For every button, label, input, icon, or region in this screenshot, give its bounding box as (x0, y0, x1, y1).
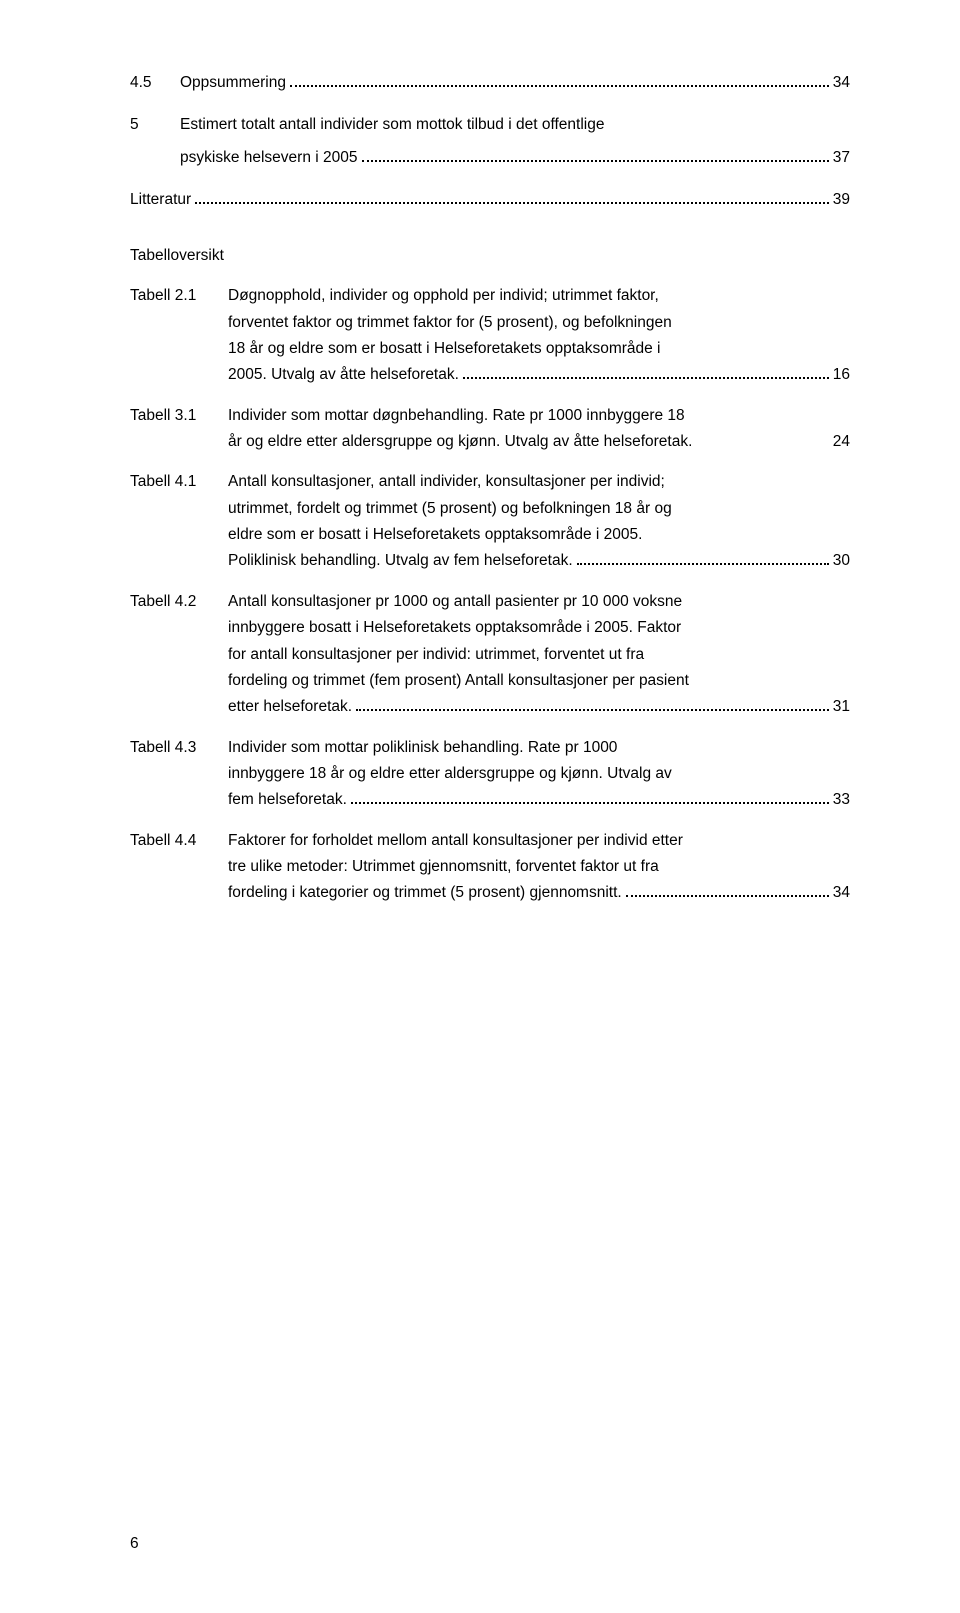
toc-dots (463, 377, 829, 379)
toc-text: Estimert totalt antall individer som mot… (180, 112, 604, 138)
table-line: Faktorer for forholdet mellom antall kon… (228, 828, 850, 854)
toc-entry-cont: psykiske helsevern i 2005 37 (130, 145, 850, 171)
toc-dots (577, 563, 829, 565)
table-last-line: fem helseforetak. 33 (228, 787, 850, 813)
table-row: Tabell 4.3Individer som mottar poliklini… (130, 735, 850, 814)
toc-entry: 5 Estimert totalt antall individer som m… (130, 112, 850, 138)
toc-section: 4.5 Oppsummering 34 5 Estimert totalt an… (130, 70, 850, 213)
table-line: Døgnopphold, individer og opphold per in… (228, 283, 850, 309)
table-entry: Tabell 4.3Individer som mottar poliklini… (130, 735, 850, 814)
table-row: Tabell 2.1Døgnopphold, individer og opph… (130, 283, 850, 388)
table-line: tre ulike metoder: Utrimmet gjennomsnitt… (228, 854, 850, 880)
table-line: Individer som mottar poliklinisk behandl… (228, 735, 850, 761)
table-body: Faktorer for forholdet mellom antall kon… (228, 828, 850, 907)
toc-text: psykiske helsevern i 2005 (180, 145, 358, 171)
toc-dots (351, 802, 829, 804)
table-entry: Tabell 3.1Individer som mottar døgnbehan… (130, 403, 850, 456)
table-line: Antall konsultasjoner, antall individer,… (228, 469, 850, 495)
table-list: Tabell 2.1Døgnopphold, individer og opph… (130, 283, 850, 906)
table-label: Tabell 3.1 (130, 403, 228, 429)
table-last-text: fordeling i kategorier og trimmet (5 pro… (228, 880, 622, 906)
table-body: Antall konsultasjoner, antall individer,… (228, 469, 850, 574)
table-row: Tabell 3.1Individer som mottar døgnbehan… (130, 403, 850, 456)
table-line: fordeling og trimmet (fem prosent) Antal… (228, 668, 850, 694)
table-page: 33 (833, 787, 850, 813)
table-last-text: Poliklinisk behandling. Utvalg av fem he… (228, 548, 573, 574)
tables-heading: Tabelloversikt (130, 247, 850, 265)
table-page: 30 (833, 548, 850, 574)
toc-page: 37 (833, 145, 850, 171)
table-body: Individer som mottar døgnbehandling. Rat… (228, 403, 850, 456)
table-last-text: 2005. Utvalg av åtte helseforetak. (228, 362, 459, 388)
table-line: 18 år og eldre som er bosatt i Helsefore… (228, 336, 850, 362)
table-line: Individer som mottar døgnbehandling. Rat… (228, 403, 850, 429)
table-last-line: etter helseforetak. 31 (228, 694, 850, 720)
table-label: Tabell 4.4 (130, 828, 228, 854)
table-row: Tabell 4.1Antall konsultasjoner, antall … (130, 469, 850, 574)
table-last-line: 2005. Utvalg av åtte helseforetak. 16 (228, 362, 850, 388)
toc-dots (626, 895, 829, 897)
table-last-text: år og eldre etter aldersgruppe og kjønn.… (228, 429, 692, 455)
toc-dots (356, 709, 829, 711)
toc-entry: 4.5 Oppsummering 34 (130, 70, 850, 96)
table-entry: Tabell 4.4Faktorer for forholdet mellom … (130, 828, 850, 907)
table-label: Tabell 4.1 (130, 469, 228, 495)
table-last-line: Poliklinisk behandling. Utvalg av fem he… (228, 548, 850, 574)
table-entry: Tabell 2.1Døgnopphold, individer og opph… (130, 283, 850, 388)
table-label: Tabell 4.3 (130, 735, 228, 761)
table-label: Tabell 4.2 (130, 589, 228, 615)
table-last-line: år og eldre etter aldersgruppe og kjønn.… (228, 429, 850, 455)
toc-entry: Litteratur 39 (130, 187, 850, 213)
table-entry: Tabell 4.1Antall konsultasjoner, antall … (130, 469, 850, 574)
toc-dots (290, 85, 829, 87)
toc-dots (362, 160, 829, 162)
toc-page: 34 (833, 70, 850, 96)
table-entry: Tabell 4.2Antall konsultasjoner pr 1000 … (130, 589, 850, 721)
table-last-line: fordeling i kategorier og trimmet (5 pro… (228, 880, 850, 906)
table-label: Tabell 2.1 (130, 283, 228, 309)
table-line: innbyggere 18 år og eldre etter aldersgr… (228, 761, 850, 787)
page-number: 6 (130, 1535, 139, 1553)
table-page: 34 (833, 880, 850, 906)
table-body: Døgnopphold, individer og opphold per in… (228, 283, 850, 388)
table-last-text: etter helseforetak. (228, 694, 352, 720)
table-line: utrimmet, fordelt og trimmet (5 prosent)… (228, 496, 850, 522)
table-row: Tabell 4.2Antall konsultasjoner pr 1000 … (130, 589, 850, 721)
toc-page: 39 (833, 187, 850, 213)
table-page: 16 (833, 362, 850, 388)
table-page: 24 (833, 429, 850, 455)
table-line: innbyggere bosatt i Helseforetakets oppt… (228, 615, 850, 641)
toc-text: Oppsummering (180, 70, 286, 96)
table-line: for antall konsultasjoner per individ: u… (228, 642, 850, 668)
toc-number: 5 (130, 112, 180, 138)
toc-dots (195, 202, 829, 204)
table-line: eldre som er bosatt i Helseforetakets op… (228, 522, 850, 548)
table-body: Antall konsultasjoner pr 1000 og antall … (228, 589, 850, 721)
table-line: Antall konsultasjoner pr 1000 og antall … (228, 589, 850, 615)
table-line: forventet faktor og trimmet faktor for (… (228, 310, 850, 336)
table-body: Individer som mottar poliklinisk behandl… (228, 735, 850, 814)
table-last-text: fem helseforetak. (228, 787, 347, 813)
toc-number: 4.5 (130, 70, 180, 96)
document-page: 4.5 Oppsummering 34 5 Estimert totalt an… (0, 0, 960, 1613)
table-row: Tabell 4.4Faktorer for forholdet mellom … (130, 828, 850, 907)
toc-text: Litteratur (130, 187, 191, 213)
table-page: 31 (833, 694, 850, 720)
